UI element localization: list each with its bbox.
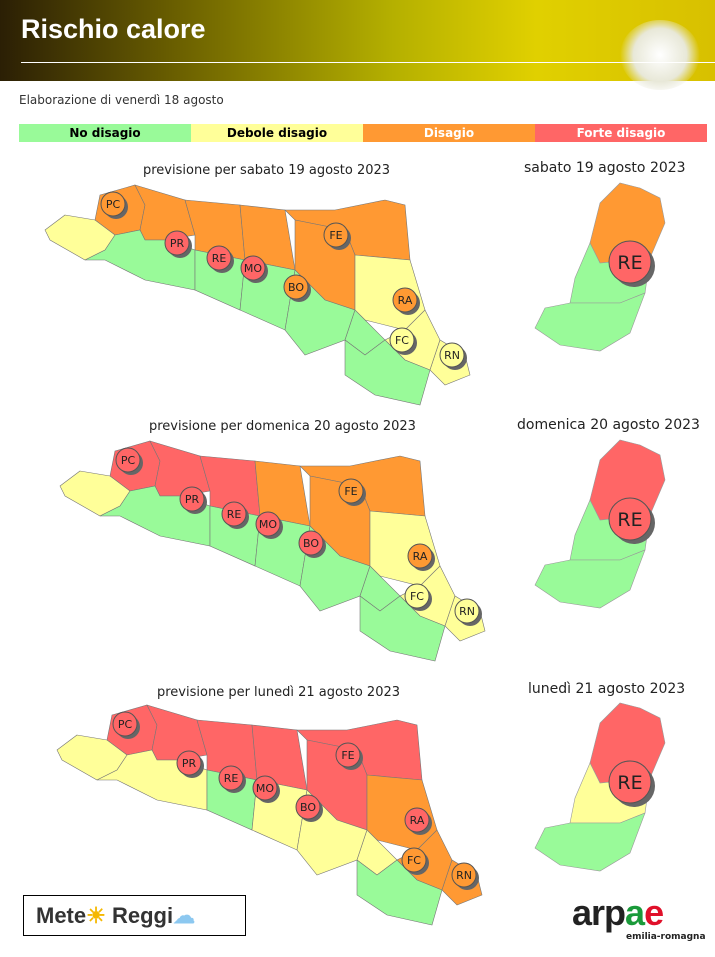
page-title: Rischio calore [21,14,206,44]
re-label: RE [617,252,642,274]
re-zone-bottom [534,549,646,609]
zone-pr_plain [149,440,211,497]
legend-item: Debole disagio [191,124,363,142]
re-caption: lunedì 21 agosto 2023 [528,681,686,697]
province-marker-ra[interactable] [404,807,430,833]
header-banner: Rischio calore [0,0,715,90]
logo-text-left: Mete [36,903,87,928]
province-marker-rn[interactable] [439,342,465,368]
province-label: RN [459,605,475,618]
re-caption: sabato 19 agosto 2023 [524,160,686,176]
elaboration-date: Elaborazione di venerdì 18 agosto [19,93,224,107]
re-marker[interactable] [608,760,652,804]
province-marker-mo[interactable] [255,511,281,537]
province-label: PR [182,757,197,770]
province-marker-bo[interactable] [298,530,324,556]
province-marker-mo[interactable] [240,255,266,281]
province-marker-pr[interactable] [179,486,205,512]
province-label: RN [444,349,460,362]
arpae-subtitle: emilia-romagna [626,932,706,942]
province-marker-bo[interactable] [295,794,321,820]
province-marker-pc[interactable] [100,191,126,217]
risk-legend: No disagio Debole disagio Disagio Forte dis… [19,124,707,142]
legend-item: No disagio [19,124,191,142]
region-map: PC PR RE MO FE BO RA FC RN [59,440,486,662]
province-label: RA [413,550,428,563]
province-label: BO [303,537,319,550]
legend-item: Forte disagio [535,124,707,142]
province-marker-pc[interactable] [115,447,141,473]
province-marker-re[interactable] [206,245,232,271]
zone-pr_plain [146,704,208,761]
province-label: MO [259,518,277,531]
re-caption: domenica 20 agosto 2023 [517,417,700,433]
province-marker-pr[interactable] [176,750,202,776]
province-label: FC [395,334,409,347]
sun-graphic [620,20,700,90]
province-marker-fe[interactable] [338,478,364,504]
province-label: PC [121,454,136,467]
province-label: RE [227,508,242,521]
province-marker-pr[interactable] [164,230,190,256]
province-label: PC [118,718,133,731]
arpae-logo[interactable]: arpae [572,892,664,933]
sun-icon: ☀ [86,903,106,928]
province-label: RA [410,814,425,827]
province-marker-ra[interactable] [392,287,418,313]
region-map: PC PR RE MO FE BO RA FC RN [44,184,471,406]
cloud-icon: ☁ [173,903,196,928]
province-label: BO [300,801,316,814]
re-zone-bottom [534,292,646,352]
reggio-emilia-map: RE [534,702,666,872]
province-label: FE [341,749,354,762]
province-marker-fe[interactable] [335,742,361,768]
province-marker-pc[interactable] [112,711,138,737]
logo-text-right: Reggi [111,903,174,928]
province-label: BO [288,281,304,294]
province-marker-re[interactable] [221,501,247,527]
province-label: FC [410,590,424,603]
reggio-emilia-map: RE [534,439,666,609]
province-label: FE [344,485,357,498]
province-marker-bo[interactable] [283,274,309,300]
province-label: PR [185,493,200,506]
reggio-emilia-map: RE [534,182,666,352]
zone-pr_plain [134,184,196,241]
province-label: FE [329,229,342,242]
province-label: RE [212,252,227,265]
province-marker-fc[interactable] [404,583,430,609]
province-marker-fc[interactable] [401,847,427,873]
province-label: RE [224,772,239,785]
province-marker-re[interactable] [218,765,244,791]
region-map: PC PR RE MO FE BO RA FC RN [56,704,483,926]
province-label: MO [244,262,262,275]
re-label: RE [617,509,642,531]
province-marker-rn[interactable] [451,862,477,888]
province-marker-mo[interactable] [252,775,278,801]
header-divider [21,62,715,63]
province-label: RA [398,294,413,307]
province-label: PR [170,237,185,250]
forecast-caption: previsione per domenica 20 agosto 2023 [149,419,416,434]
meteo-reggio-logo[interactable]: Mete☀ Reggi☁ [23,895,246,936]
re-marker[interactable] [608,240,652,284]
province-marker-rn[interactable] [454,598,480,624]
province-marker-fc[interactable] [389,327,415,353]
legend-item: Disagio [363,124,535,142]
province-label: RN [456,869,472,882]
province-label: PC [106,198,121,211]
forecast-caption: previsione per lunedì 21 agosto 2023 [157,685,401,700]
province-marker-fe[interactable] [323,222,349,248]
province-label: MO [256,782,274,795]
province-marker-ra[interactable] [407,543,433,569]
forecast-caption: previsione per sabato 19 agosto 2023 [143,163,391,178]
re-zone-bottom [534,812,646,872]
re-label: RE [617,772,642,794]
re-marker[interactable] [608,497,652,541]
province-label: FC [407,854,421,867]
